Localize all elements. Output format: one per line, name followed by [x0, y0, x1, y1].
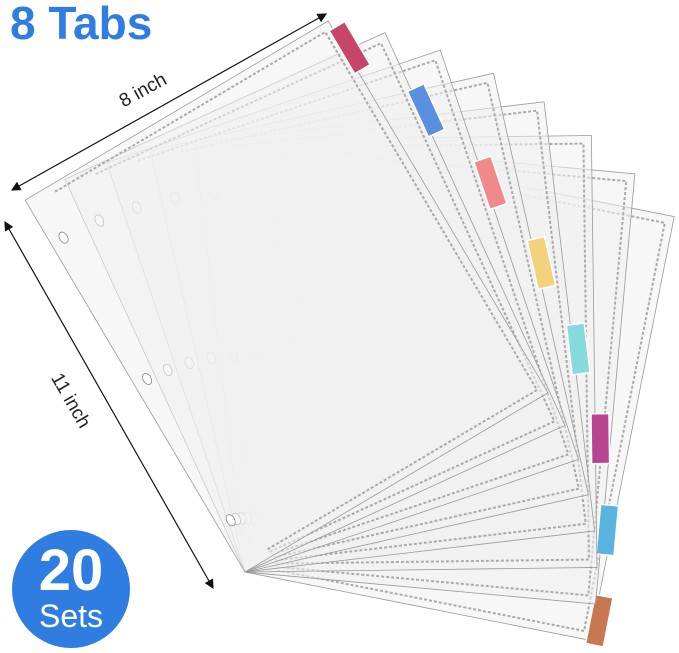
index-tab — [472, 155, 508, 211]
punch-hole — [225, 514, 236, 527]
index-tab — [565, 322, 591, 376]
sets-badge: 20 Sets — [12, 530, 130, 648]
sets-count: 20 — [38, 538, 104, 603]
index-tab — [595, 503, 620, 557]
index-tab — [406, 82, 446, 138]
index-tab — [328, 20, 372, 75]
punch-hole — [58, 231, 69, 244]
tabs-title: 8 Tabs — [10, 0, 153, 49]
height-arrow — [4, 220, 214, 590]
punch-hole — [142, 373, 153, 385]
sheet-protector — [24, 20, 549, 573]
index-tab — [584, 593, 614, 648]
index-tab — [526, 235, 557, 291]
index-tab — [590, 412, 611, 465]
sets-label: Sets — [38, 598, 104, 634]
width-arrow — [10, 13, 328, 191]
